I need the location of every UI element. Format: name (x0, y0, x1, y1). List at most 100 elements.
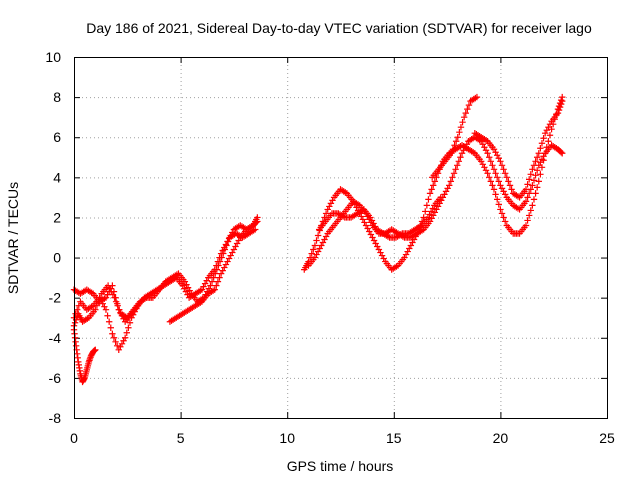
data-point (527, 171, 534, 178)
data-point (218, 254, 225, 261)
data-point (216, 274, 223, 281)
data-point (447, 178, 455, 185)
data-point (462, 109, 469, 117)
data-point (529, 166, 536, 173)
data-point (321, 236, 328, 243)
data-point (322, 233, 330, 240)
data-point (217, 270, 225, 277)
data-point (455, 158, 463, 165)
data-point (498, 185, 506, 192)
data-point (252, 226, 259, 233)
data-point (254, 214, 261, 221)
data-point (430, 182, 437, 189)
data-point (529, 202, 536, 209)
data-point (532, 190, 539, 197)
data-point (498, 162, 506, 169)
data-point (525, 190, 533, 197)
data-point (216, 258, 224, 265)
data-point (378, 252, 386, 259)
data-point (227, 252, 234, 259)
y-tick-label: -2 (49, 290, 62, 306)
y-tick-label: 10 (45, 49, 61, 65)
data-point (495, 178, 503, 185)
data-point (456, 129, 463, 136)
data-point (134, 302, 142, 309)
data-point (425, 196, 432, 203)
data-point (219, 267, 226, 274)
data-point (126, 319, 134, 326)
series-track-i (428, 93, 481, 181)
data-point (458, 150, 466, 157)
data-point (375, 246, 383, 253)
data-point (442, 188, 450, 195)
y-tick-label: 6 (53, 129, 61, 145)
y-tick-label: -6 (49, 370, 62, 386)
data-point (524, 217, 531, 224)
data-point (210, 274, 217, 281)
data-point (489, 162, 496, 169)
data-point (535, 178, 542, 185)
data-point (370, 237, 378, 244)
data-point (492, 149, 499, 156)
data-point (102, 306, 110, 313)
data-point (532, 172, 539, 179)
data-point (533, 184, 541, 191)
data-point (530, 177, 538, 184)
data-point (311, 242, 319, 249)
data-point (487, 158, 495, 165)
data-point (492, 191, 499, 198)
data-point (537, 171, 544, 178)
data-point (224, 238, 232, 245)
data-point (457, 123, 465, 131)
data-point (481, 164, 488, 171)
x-axis-title: GPS time / hours (287, 458, 394, 474)
y-axis-title: SDTVAR / TECUs (5, 182, 21, 294)
data-point (464, 105, 471, 113)
data-point (522, 222, 530, 229)
data-point (319, 239, 327, 246)
data-point (232, 243, 239, 250)
data-point (452, 166, 459, 173)
data-point (366, 228, 373, 235)
data-point (362, 222, 370, 229)
data-point (113, 342, 121, 349)
data-point (314, 232, 322, 239)
data-point (224, 258, 231, 265)
data-point (372, 240, 379, 247)
data-point (374, 243, 381, 250)
data-point (444, 185, 451, 192)
data-point (527, 207, 534, 214)
data-point (211, 286, 218, 293)
data-point (525, 176, 533, 183)
data-point (530, 196, 538, 203)
data-point (525, 212, 533, 219)
data-point (446, 182, 453, 189)
data-point (324, 206, 331, 213)
data-point (484, 150, 491, 157)
data-point (92, 346, 99, 354)
data-point (101, 303, 108, 310)
data-point (112, 338, 119, 345)
data-point (494, 152, 501, 159)
data-point (508, 186, 515, 193)
data-point (557, 149, 565, 156)
data-point (313, 237, 320, 244)
data-point (482, 167, 490, 174)
data-point (233, 240, 241, 247)
data-point (448, 150, 455, 157)
data-point (537, 145, 544, 152)
data-point (107, 324, 114, 331)
data-point (326, 203, 333, 210)
data-point (451, 142, 458, 149)
data-point (490, 166, 498, 173)
data-point (437, 194, 444, 201)
data-point (123, 329, 130, 336)
data-point (522, 186, 530, 193)
data-point (497, 206, 504, 213)
data-point (486, 154, 493, 161)
data-point (460, 113, 468, 121)
data-point (484, 170, 491, 177)
x-tick-label: 10 (279, 430, 295, 446)
data-point (327, 200, 335, 207)
data-point (213, 266, 221, 273)
